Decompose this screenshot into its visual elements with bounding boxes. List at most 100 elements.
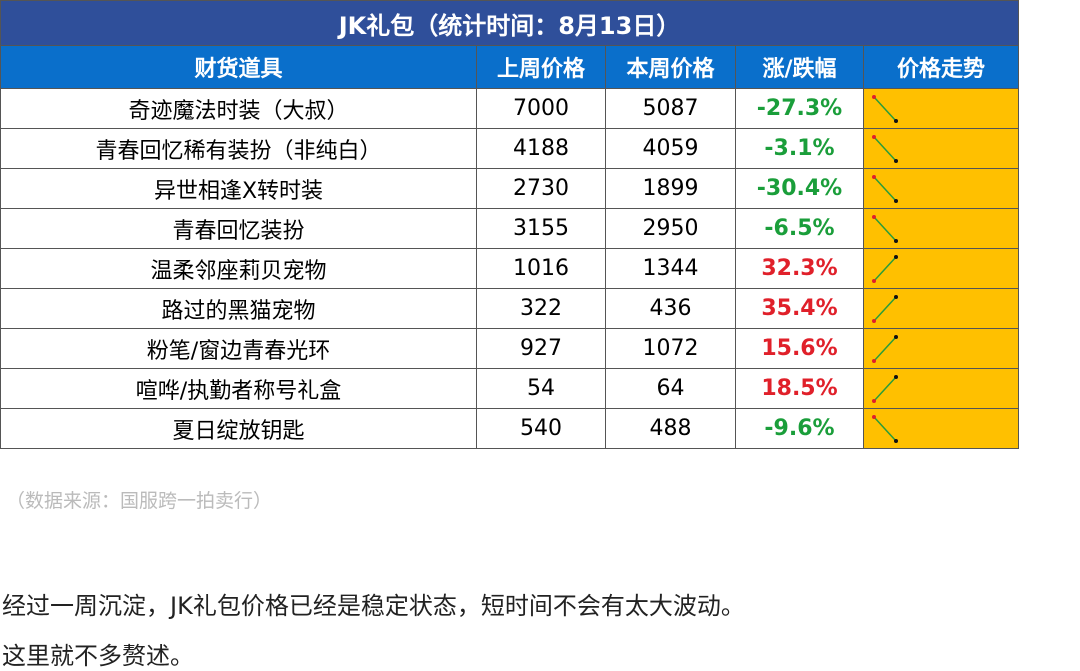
trend-end [894,118,898,123]
this-week-price: 1899 [605,168,736,209]
item-name: 青春回忆稀有装扮（非纯白） [0,128,477,169]
last-week-price: 4188 [476,128,606,169]
this-week-price: 1072 [605,328,736,369]
column-header: 财货道具 [0,45,477,89]
change: 15.6% [735,328,864,369]
sparkline [872,174,898,203]
this-week-price: 5087 [605,88,736,129]
column-header: 本周价格 [605,45,736,89]
item-name: 粉笔/窗边青春光环 [0,328,477,369]
trend-start [872,174,876,179]
last-week-price: 7000 [476,88,606,129]
trend-end [894,334,898,339]
paragraph: 这里就不多赘述。 [2,642,194,670]
paragraph: 经过一周沉淀，JK礼包价格已经是稳定状态，短时间不会有太大波动。 [2,592,745,620]
last-week-price: 927 [476,328,606,369]
table-row: 青春回忆装扮 3155 2950 -6.5% [0,208,1020,249]
trend-cell [862,88,1020,129]
price-table: JK礼包（统计时间：8月13日） 财货道具 上周价格 本周价格 涨/跌幅 价格走势 奇迹… [0,0,1020,449]
this-week-price: 1344 [605,248,736,289]
trend-cell [862,208,1020,249]
trend-end [894,254,898,259]
sparkline [872,134,898,163]
trend-start [872,214,876,219]
trend-line [873,255,897,282]
item-name: 夏日绽放钥匙 [0,408,477,449]
item-name: 青春回忆装扮 [0,208,477,249]
trend-end [894,438,898,443]
table-row: 奇迹魔法时装（大叔） 7000 5087 -27.3% [0,88,1020,129]
sparkline [872,294,898,323]
trend-end [894,374,898,379]
trend-end [894,294,898,299]
trend-start [872,414,876,419]
this-week-price: 4059 [605,128,736,169]
last-week-price: 1016 [476,248,606,289]
table-row: 青春回忆稀有装扮（非纯白） 4188 4059 -3.1% [0,128,1020,169]
last-week-price: 54 [476,368,606,409]
sparkline [872,334,898,363]
trend-line [873,415,897,442]
trend-line [873,375,897,402]
trend-cell [862,168,1020,209]
column-header: 上周价格 [476,45,606,89]
trend-cell [862,328,1020,369]
sparkline [872,414,898,443]
trend-cell [862,368,1020,409]
change: 32.3% [735,248,864,289]
table-row: 路过的黑猫宠物 322 436 35.4% [0,288,1020,329]
column-header: 涨/跌幅 [735,45,864,89]
change: 18.5% [735,368,864,409]
sparkline [872,214,898,243]
trend-line [873,215,897,242]
trend-start [872,318,876,323]
item-name: 喧哗/执勤者称号礼盒 [0,368,477,409]
trend-start [872,358,876,363]
trend-start [872,398,876,403]
change: -3.1% [735,128,864,169]
sparkline [872,94,898,123]
trend-start [872,94,876,99]
trend-line [873,95,897,122]
last-week-price: 2730 [476,168,606,209]
change: -27.3% [735,88,864,129]
trend-line [873,175,897,202]
this-week-price: 488 [605,408,736,449]
trend-line [873,135,897,162]
item-name: 温柔邻座莉贝宠物 [0,248,477,289]
trend-cell [862,248,1020,289]
this-week-price: 2950 [605,208,736,249]
trend-line [873,295,897,322]
sparkline [872,374,898,403]
trend-start [872,278,876,283]
table-row: 喧哗/执勤者称号礼盒 54 64 18.5% [0,368,1020,409]
this-week-price: 64 [605,368,736,409]
trend-cell [862,288,1020,329]
table-row: 夏日绽放钥匙 540 488 -9.6% [0,408,1020,449]
column-header: 价格走势 [862,45,1020,89]
trend-line [873,335,897,362]
item-name: 路过的黑猫宠物 [0,288,477,329]
table-title: JK礼包（统计时间：8月13日） [0,0,1020,46]
change: -6.5% [735,208,864,249]
sparkline [872,254,898,283]
change: -9.6% [735,408,864,449]
this-week-price: 436 [605,288,736,329]
item-name: 奇迹魔法时装（大叔） [0,88,477,129]
last-week-price: 322 [476,288,606,329]
trend-end [894,198,898,203]
trend-cell [862,408,1020,449]
table-row: 温柔邻座莉贝宠物 1016 1344 32.3% [0,248,1020,289]
item-name: 异世相逢X转时装 [0,168,477,209]
last-week-price: 540 [476,408,606,449]
trend-end [894,158,898,163]
trend-start [872,134,876,139]
trend-cell [862,128,1020,169]
change: 35.4% [735,288,864,329]
table-row: 粉笔/窗边青春光环 927 1072 15.6% [0,328,1020,369]
change: -30.4% [735,168,864,209]
last-week-price: 3155 [476,208,606,249]
table-row: 异世相逢X转时装 2730 1899 -30.4% [0,168,1020,209]
source-note: （数据来源：国服跨一拍卖行） [6,490,273,512]
trend-end [894,238,898,243]
